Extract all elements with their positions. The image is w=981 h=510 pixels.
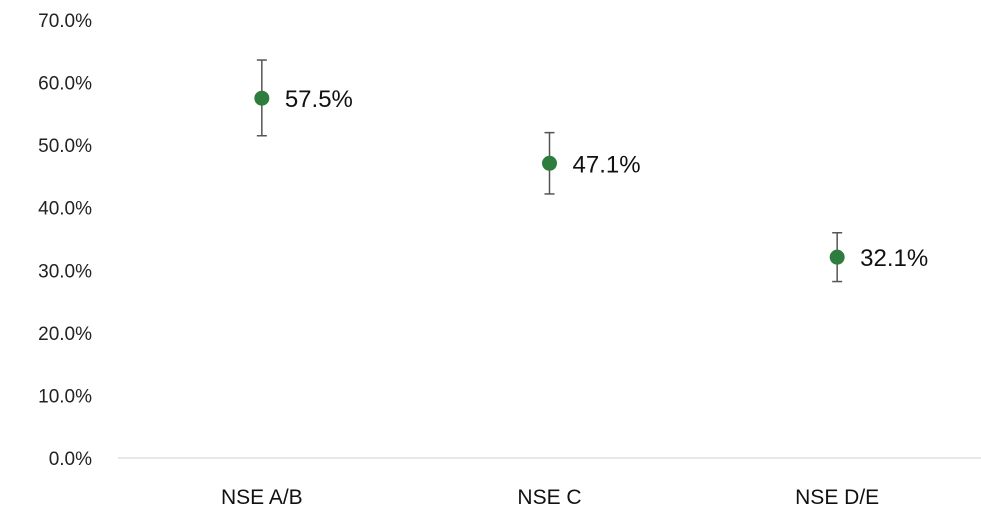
data-point [254,90,270,106]
data-label: 32.1% [860,245,928,272]
y-tick-label: 60.0% [38,74,92,95]
data-labels: 57.5% 47.1% 32.1% [285,86,928,272]
x-category-label: NSE D/E [795,486,879,509]
y-tick-label: 50.0% [38,136,92,157]
y-tick-label: 20.0% [38,324,92,345]
y-axis-tick-labels: 0.0% 10.0% 20.0% 30.0% 40.0% 50.0% 60.0% 70.0% [38,11,92,470]
y-tick-label: 10.0% [38,386,92,407]
y-tick-label: 0.0% [49,449,92,470]
data-points [254,90,845,265]
data-point [829,249,845,265]
y-tick-label: 40.0% [38,199,92,220]
x-category-label: NSE A/B [221,486,303,509]
y-tick-label: 70.0% [38,11,92,32]
data-label: 57.5% [285,86,353,113]
x-axis-category-labels: NSE A/B NSE C NSE D/E [221,486,879,509]
data-point [542,155,557,171]
x-category-label: NSE C [517,486,581,509]
y-tick-label: 30.0% [38,261,92,282]
data-label: 47.1% [573,151,641,178]
